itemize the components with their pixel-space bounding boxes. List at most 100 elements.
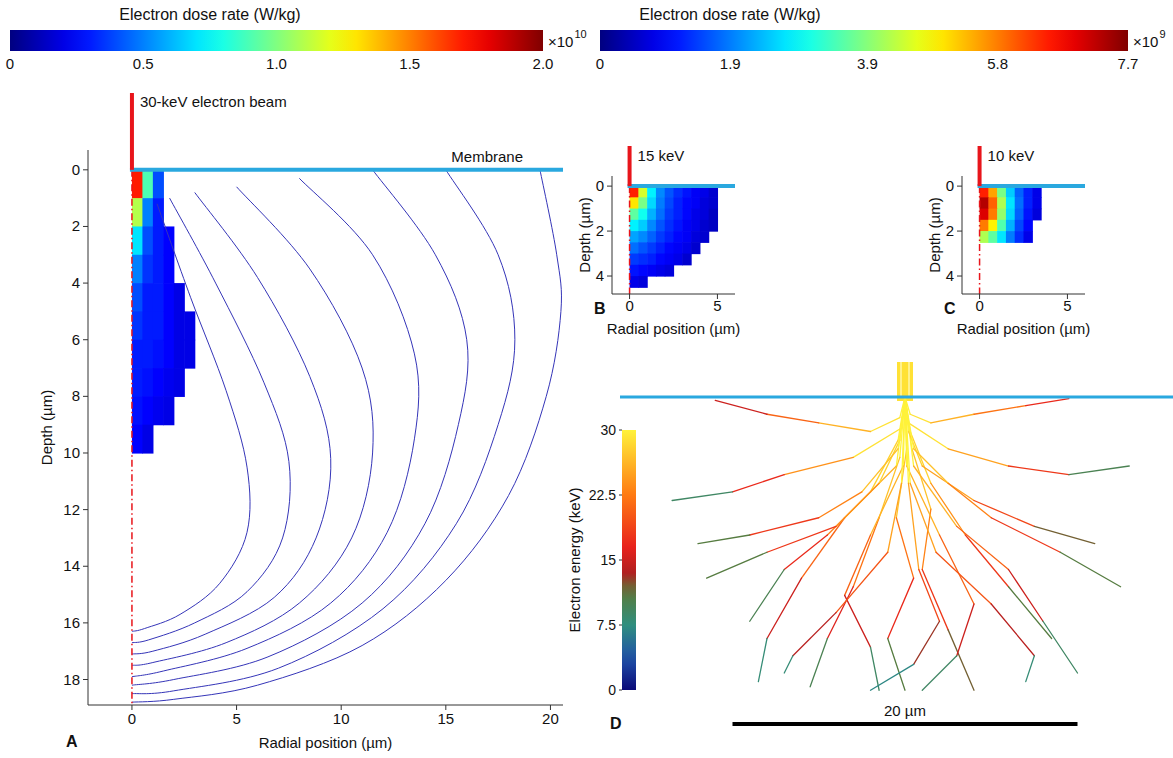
dose-cell <box>142 198 153 227</box>
trajectory-segment <box>936 552 991 604</box>
dose-cell <box>647 209 656 221</box>
dose-cell <box>1015 197 1024 209</box>
x-tick-label: 5 <box>713 297 721 314</box>
dose-cell <box>163 368 174 397</box>
x-tick-label: 0 <box>975 297 983 314</box>
dose-cell <box>988 220 997 232</box>
dose-cell <box>997 231 1006 243</box>
panel-letter: C <box>944 300 956 317</box>
y-tick <box>83 509 88 510</box>
y-tick <box>607 186 612 187</box>
colorbar-title: Electron dose rate (W/kg) <box>119 6 300 23</box>
trajectory-segment <box>914 621 940 664</box>
x-axis <box>962 294 1085 295</box>
dose-cell <box>709 197 718 209</box>
trajectory-segment <box>879 440 900 483</box>
trajectory-segment <box>1026 656 1035 682</box>
dose-cell <box>132 425 143 454</box>
colorbar-tick-label: 2.0 <box>533 55 554 72</box>
x-tick-label: 0 <box>625 297 633 314</box>
trajectory-segment <box>733 475 785 492</box>
dose-cell <box>674 209 683 221</box>
electron-beam <box>897 362 913 401</box>
trajectory-segment <box>767 526 836 552</box>
x-tick-label: 20 <box>542 710 559 727</box>
trajectory-segment <box>810 639 827 687</box>
dose-contour <box>132 170 562 702</box>
y-tick-label: 12 <box>63 501 80 518</box>
colorbar-title: Electron energy (keV) <box>566 487 583 632</box>
dose-cell <box>980 231 989 243</box>
y-tick <box>83 452 88 453</box>
trajectory-segment <box>853 518 879 587</box>
dose-cell <box>132 255 143 284</box>
y-tick-label: 0 <box>596 177 604 194</box>
dose-cell <box>153 255 164 284</box>
y-tick <box>957 186 962 187</box>
y-tick-label: 18 <box>63 671 80 688</box>
y-tick <box>957 276 962 277</box>
dose-cell <box>682 209 691 221</box>
y-tick-label: 10 <box>63 444 80 461</box>
trajectory-segment <box>871 647 880 690</box>
colorbar-tick-label: 15 <box>600 552 616 568</box>
y-tick <box>83 283 88 284</box>
panel-letter: D <box>610 715 622 732</box>
trajectory-segment <box>957 604 974 656</box>
dose-cell <box>665 197 674 209</box>
colorbar-tick <box>619 495 622 496</box>
dose-cell <box>638 242 647 254</box>
x-axis-title: Radial position (µm) <box>957 320 1091 337</box>
electron-beam <box>628 146 632 186</box>
trajectory-segment <box>827 587 853 639</box>
electron-beam <box>130 93 134 170</box>
dose-cell <box>1015 220 1024 232</box>
trajectory-segment <box>707 552 767 578</box>
y-tick <box>607 276 612 277</box>
y-tick-label: 14 <box>63 557 80 574</box>
dose-cell <box>638 231 647 243</box>
trajectory-segment <box>871 418 900 432</box>
dose-cell <box>691 231 700 243</box>
dose-cell <box>132 396 143 425</box>
trajectory-segment <box>912 449 931 509</box>
dose-cell <box>174 368 185 397</box>
dose-cell <box>674 220 683 232</box>
y-tick <box>83 396 88 397</box>
colorbar-tick-label: 7.5 <box>597 617 617 633</box>
y-tick <box>83 226 88 227</box>
dose-cell <box>142 170 153 199</box>
trajectory-segment <box>948 449 1008 466</box>
dose-cell <box>674 197 683 209</box>
x-axis <box>612 294 735 295</box>
dose-cell <box>174 283 185 312</box>
dose-cell <box>184 340 195 369</box>
trajectory-segment <box>957 526 1009 569</box>
dose-cell <box>988 209 997 221</box>
dose-cell <box>638 220 647 232</box>
trajectory-segment <box>784 656 793 673</box>
x-axis-title: Radial position (µm) <box>607 320 741 337</box>
colorbar-title: Electron dose rate (W/kg) <box>639 6 820 23</box>
dose-cell <box>691 209 700 221</box>
beam-axis <box>131 170 133 705</box>
trajectory-segment <box>1026 399 1069 406</box>
dose-cell <box>630 220 639 232</box>
colorbar-tick-label: 1.5 <box>399 55 420 72</box>
y-tick <box>957 231 962 232</box>
dose-cell <box>163 311 174 340</box>
colorbar-tick-label: 0.5 <box>133 55 154 72</box>
scale-bar-label: 20 µm <box>884 702 926 719</box>
dose-cell <box>630 276 639 288</box>
dose-cell <box>638 265 647 277</box>
dose-cell <box>656 209 665 221</box>
trajectory-segment <box>914 449 949 484</box>
dose-cell <box>647 220 656 232</box>
colorbar-tick-label: 22.5 <box>589 487 616 503</box>
x-tick-label: 10 <box>333 710 350 727</box>
dose-cell <box>630 209 639 221</box>
dose-cell <box>997 209 1006 221</box>
dose-cell <box>647 265 656 277</box>
dose-cell <box>630 242 639 254</box>
trajectory-segment <box>698 535 750 544</box>
